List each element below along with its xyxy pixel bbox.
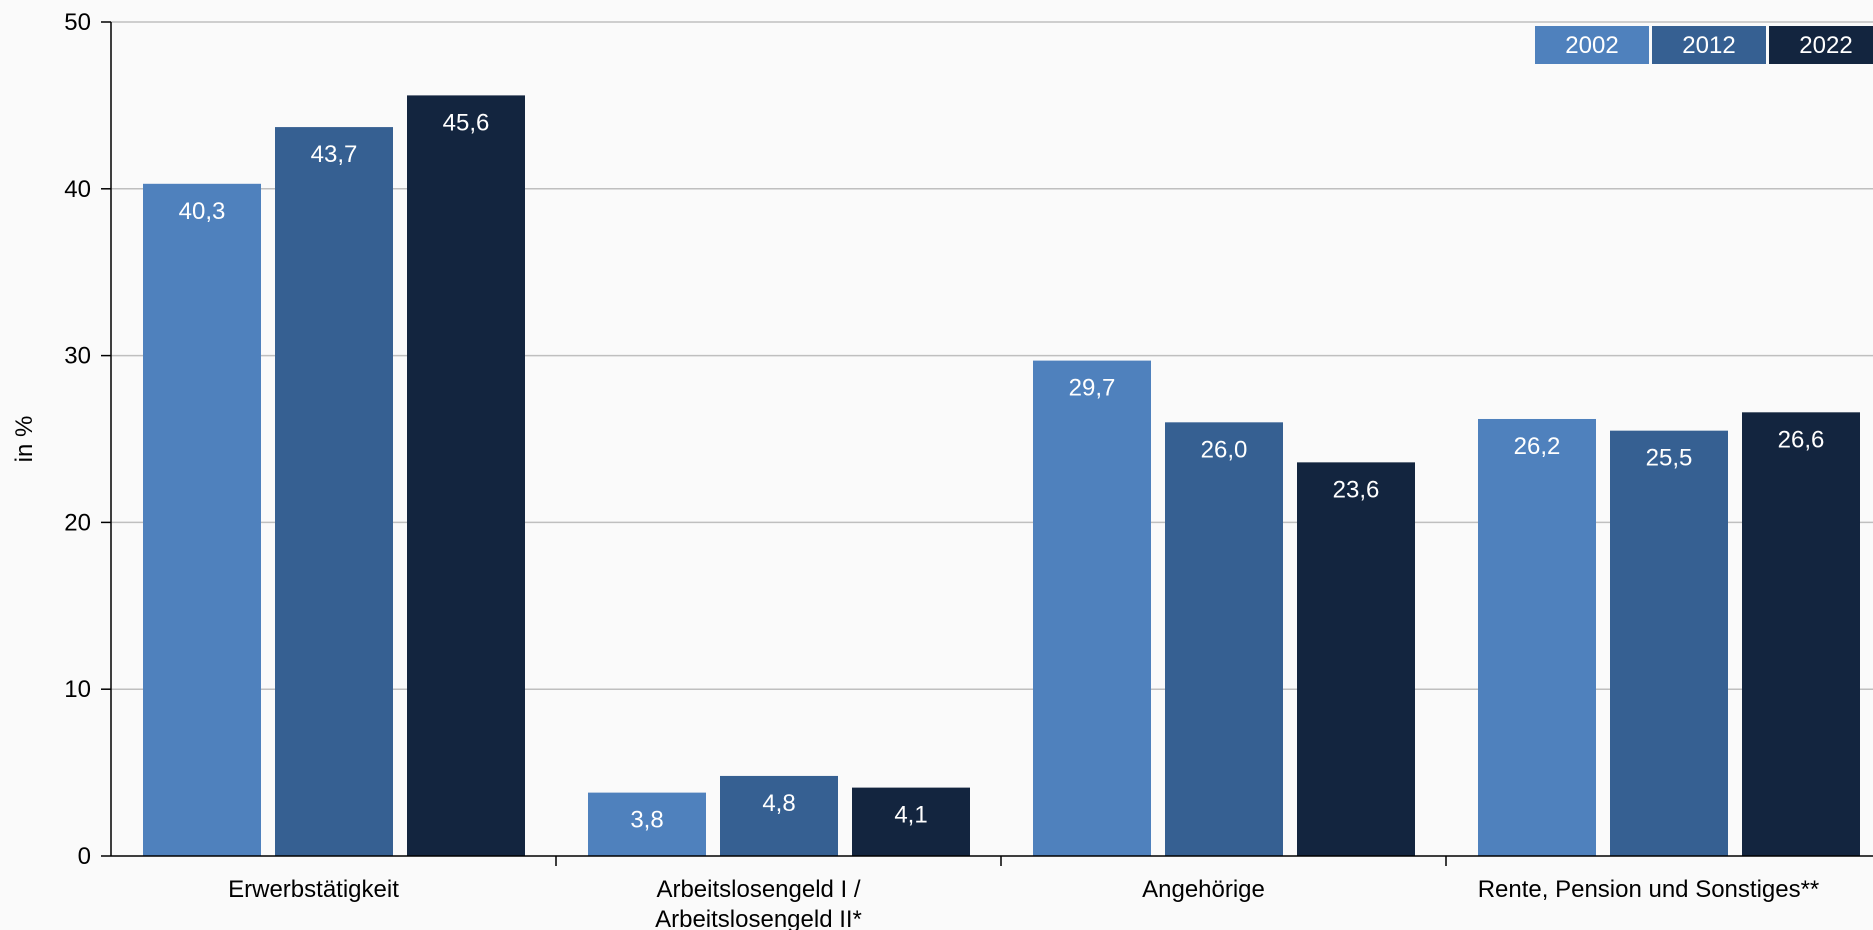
bar-2022 bbox=[852, 787, 970, 856]
y-axis-title: in % bbox=[11, 416, 38, 463]
bar-labels: 40,3 43,7 45,6 3,8 4,8 4,1 29,7 26,0 23,6 26,2 25,… bbox=[179, 109, 1825, 833]
axes bbox=[101, 21, 1873, 866]
legend-label: 2012 bbox=[1682, 32, 1735, 59]
bar-2002 bbox=[1033, 360, 1151, 856]
bar-2012 bbox=[1610, 430, 1728, 856]
y-tick-label: 20 bbox=[64, 509, 91, 536]
bar-2002 bbox=[588, 792, 706, 856]
bar-value-label: 26,2 bbox=[1514, 433, 1561, 460]
x-category-label: Arbeitslosengeld II* bbox=[655, 906, 862, 930]
bar-value-label: 3,8 bbox=[630, 807, 663, 834]
bar-value-label: 23,6 bbox=[1333, 476, 1380, 503]
bar-value-label: 4,8 bbox=[762, 790, 795, 817]
y-tick-label: 10 bbox=[64, 676, 91, 703]
bar-value-label: 29,7 bbox=[1069, 375, 1116, 402]
y-tick-label: 40 bbox=[64, 176, 91, 203]
legend-swatch-2002 bbox=[1535, 26, 1649, 64]
bar-value-label: 26,6 bbox=[1778, 426, 1825, 453]
legend-swatch-2012 bbox=[1652, 26, 1766, 64]
bar-value-label: 40,3 bbox=[179, 198, 226, 225]
legend-label: 2002 bbox=[1565, 32, 1618, 59]
legend-label: 2022 bbox=[1799, 32, 1852, 59]
bar-value-label: 26,0 bbox=[1201, 436, 1248, 463]
x-category-label: Rente, Pension und Sonstiges** bbox=[1478, 876, 1820, 903]
legend-swatch-2022 bbox=[1769, 26, 1873, 64]
bar-2012 bbox=[1165, 422, 1283, 856]
x-category-label: Angehörige bbox=[1142, 876, 1265, 903]
bars bbox=[143, 95, 1860, 857]
bar-2002 bbox=[143, 183, 261, 856]
bar-value-label: 45,6 bbox=[443, 109, 490, 136]
bar-2012 bbox=[720, 775, 838, 856]
y-tick-label: 30 bbox=[64, 343, 91, 370]
legend: 2002 2012 2022 bbox=[1535, 26, 1873, 64]
x-category-labels: Erwerbstätigkeit Arbeitslosengeld I / Arbe… bbox=[228, 876, 1819, 930]
bar-2022 bbox=[1297, 462, 1415, 856]
y-tick-label: 0 bbox=[78, 843, 91, 870]
y-tick-labels: 0 10 20 30 40 50 bbox=[64, 9, 91, 870]
bar-2012 bbox=[275, 127, 393, 857]
x-category-label: Erwerbstätigkeit bbox=[228, 876, 399, 903]
bar-value-label: 25,5 bbox=[1646, 445, 1693, 472]
x-category-label: Arbeitslosengeld I / bbox=[656, 876, 860, 903]
bar-2022 bbox=[1742, 412, 1860, 856]
bar-value-label: 4,1 bbox=[894, 802, 927, 829]
y-tick-label: 50 bbox=[64, 9, 91, 36]
bar-2002 bbox=[1478, 418, 1596, 856]
bar-value-label: 43,7 bbox=[311, 141, 358, 168]
bar-2022 bbox=[407, 95, 525, 857]
